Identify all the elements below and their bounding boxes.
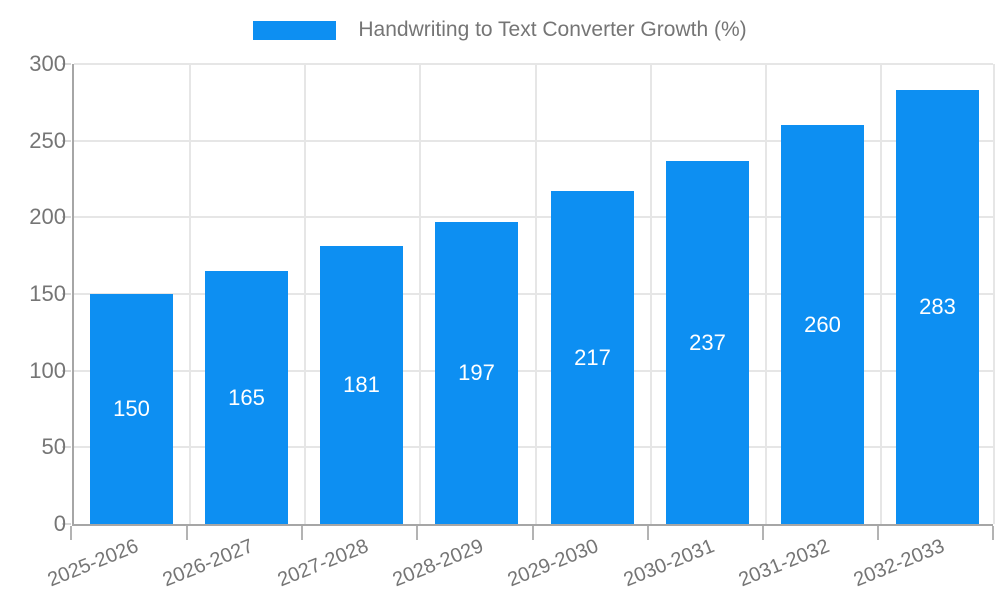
x-tick-mark	[762, 526, 764, 540]
x-tick-label: 2029-2030	[504, 535, 602, 592]
y-tick-mark	[62, 293, 71, 295]
y-gridline	[74, 63, 993, 65]
x-tick-label: 2031-2032	[735, 535, 833, 592]
bar-value-label: 237	[689, 329, 726, 355]
y-tick-mark	[62, 63, 71, 65]
bar-value-label: 197	[458, 360, 495, 385]
x-tick-mark	[647, 526, 649, 540]
x-tick-label: 2027-2028	[274, 535, 372, 592]
x-tick-label: 2026-2027	[159, 535, 257, 592]
bar-value-label: 283	[919, 294, 956, 319]
x-tick-mark	[532, 526, 534, 540]
y-tick-mark	[62, 139, 71, 142]
x-tick-mark	[186, 526, 188, 540]
y-tick-label: 100	[29, 357, 66, 383]
x-tick-mark	[70, 526, 72, 540]
y-tick-label: 150	[29, 281, 66, 306]
y-tick-label: 200	[29, 204, 66, 230]
y-tick-label: 50	[41, 434, 66, 460]
bar-2029-2030[interactable]: 217	[551, 191, 634, 524]
legend-color-swatch-icon	[253, 20, 337, 40]
y-tick-label: 0	[53, 511, 66, 536]
bar-2028-2029[interactable]: 197	[435, 222, 518, 524]
y-tick-label: 300	[29, 51, 66, 76]
x-gridline	[879, 64, 882, 524]
x-gridline	[993, 64, 995, 524]
x-gridline	[304, 64, 307, 524]
bar-2030-2031[interactable]: 237	[666, 161, 749, 524]
x-gridline	[764, 64, 767, 524]
x-tick-label: 2025-2026	[44, 535, 142, 592]
x-tick-mark	[877, 526, 879, 540]
y-tick-label: 250	[29, 127, 66, 153]
x-gridline	[534, 64, 537, 524]
x-tick-mark	[992, 526, 994, 540]
x-tick-label: 2030-2031	[620, 535, 718, 592]
bar-2027-2028[interactable]: 181	[320, 246, 403, 524]
y-gridline	[74, 139, 993, 142]
x-tick-mark	[301, 526, 303, 540]
bar-value-label: 181	[343, 372, 380, 397]
plot-area: 150 165 181 197 217 237 260 283	[72, 63, 995, 526]
x-gridline	[649, 64, 652, 524]
y-tick-mark	[62, 523, 71, 525]
bar-2026-2027[interactable]: 165	[205, 271, 288, 524]
x-tick-label: 2028-2029	[389, 535, 487, 592]
bar-value-label: 150	[113, 396, 150, 421]
legend-series-label: Handwriting to Text Converter Growth (%)	[358, 18, 747, 41]
bar-value-label: 217	[574, 344, 611, 370]
bar-2031-2032[interactable]: 260	[781, 125, 864, 524]
bar-value-label: 165	[228, 384, 265, 410]
x-gridline	[189, 64, 192, 524]
y-gridline	[74, 216, 993, 219]
bar-value-label: 260	[804, 311, 841, 337]
y-tick-mark	[62, 216, 71, 219]
legend: Handwriting to Text Converter Growth (%)	[0, 18, 1000, 42]
x-tick-label: 2032-2033	[850, 535, 948, 592]
bar-2032-2033[interactable]: 283	[896, 90, 979, 524]
x-gridline	[419, 64, 422, 524]
bar-2025-2026[interactable]: 150	[90, 294, 173, 524]
y-gridline	[74, 369, 993, 372]
y-tick-mark	[62, 369, 71, 372]
y-gridline	[74, 446, 993, 449]
x-tick-mark	[416, 526, 418, 540]
y-gridline	[74, 293, 993, 295]
y-tick-mark	[62, 446, 71, 449]
